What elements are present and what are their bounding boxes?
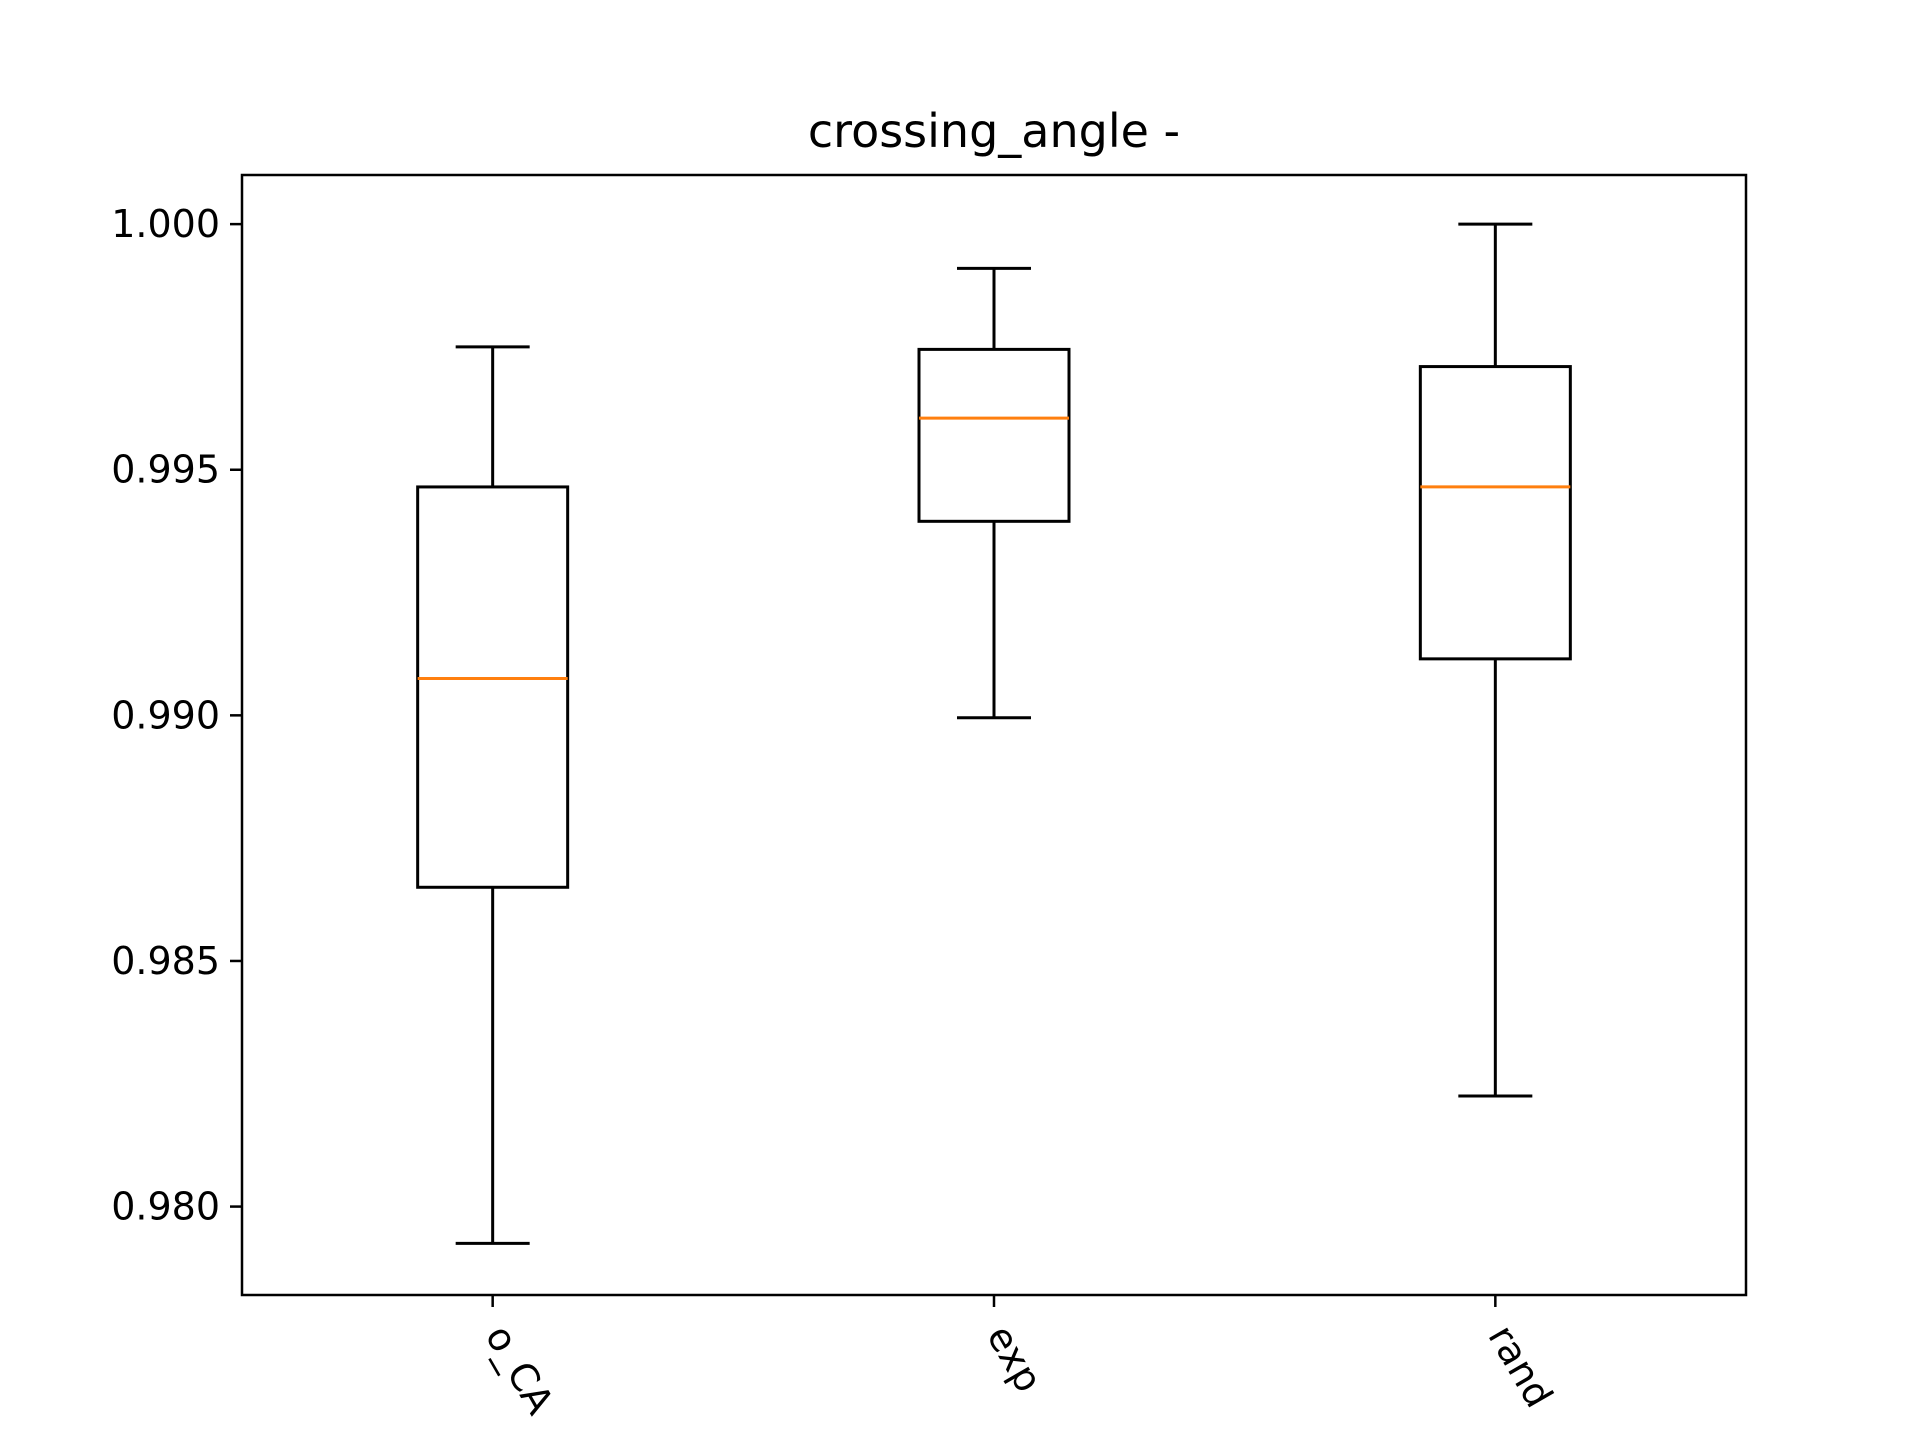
x-tick-label: rand [1480, 1318, 1562, 1415]
x-tick-label: o_CA [477, 1318, 562, 1422]
x-tick-label: exp [978, 1318, 1051, 1400]
chart-title: crossing_angle - [808, 104, 1180, 158]
box-o_CA [416, 345, 570, 1245]
y-axis: 0.980 0.985 0.990 0.995 1.000 [111, 202, 242, 1229]
y-tick-label: 0.980 [111, 1185, 220, 1229]
y-tick-label: 1.000 [111, 202, 220, 246]
y-tick-label: 0.985 [111, 939, 220, 983]
x-axis: o_CA exp rand [477, 1295, 1561, 1422]
box-rand [1418, 222, 1572, 1098]
iqr-box [416, 485, 570, 889]
y-tick-label: 0.990 [111, 693, 220, 737]
iqr-box [917, 347, 1071, 523]
iqr-box [1418, 365, 1572, 661]
box-exp [917, 266, 1071, 720]
y-tick-label: 0.995 [111, 448, 220, 492]
box-series [416, 222, 1572, 1245]
